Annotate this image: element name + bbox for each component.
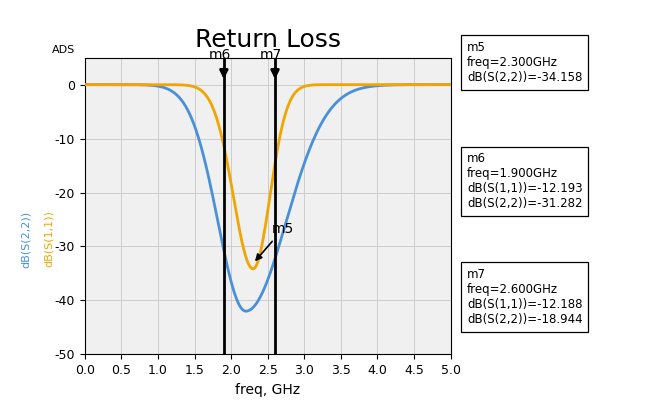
Text: ADS: ADS xyxy=(52,45,75,55)
X-axis label: freq, GHz: freq, GHz xyxy=(235,383,300,397)
Text: m7
freq=2.600GHz
dB(S(1,1))=-12.188
dB(S(2,2))=-18.944: m7 freq=2.600GHz dB(S(1,1))=-12.188 dB(S… xyxy=(467,268,582,326)
Text: m6
freq=1.900GHz
dB(S(1,1))=-12.193
dB(S(2,2))=-31.282: m6 freq=1.900GHz dB(S(1,1))=-12.193 dB(S… xyxy=(467,152,582,211)
Text: m7: m7 xyxy=(259,48,282,62)
Text: m5
freq=2.300GHz
dB(S(2,2))=-34.158: m5 freq=2.300GHz dB(S(2,2))=-34.158 xyxy=(467,41,582,84)
Text: dB(S(1,1)): dB(S(1,1)) xyxy=(44,211,54,267)
Title: Return Loss: Return Loss xyxy=(195,28,341,52)
Text: m6: m6 xyxy=(208,48,231,62)
Text: dB(S(2,2)): dB(S(2,2)) xyxy=(21,211,31,267)
Text: m5: m5 xyxy=(256,222,294,260)
